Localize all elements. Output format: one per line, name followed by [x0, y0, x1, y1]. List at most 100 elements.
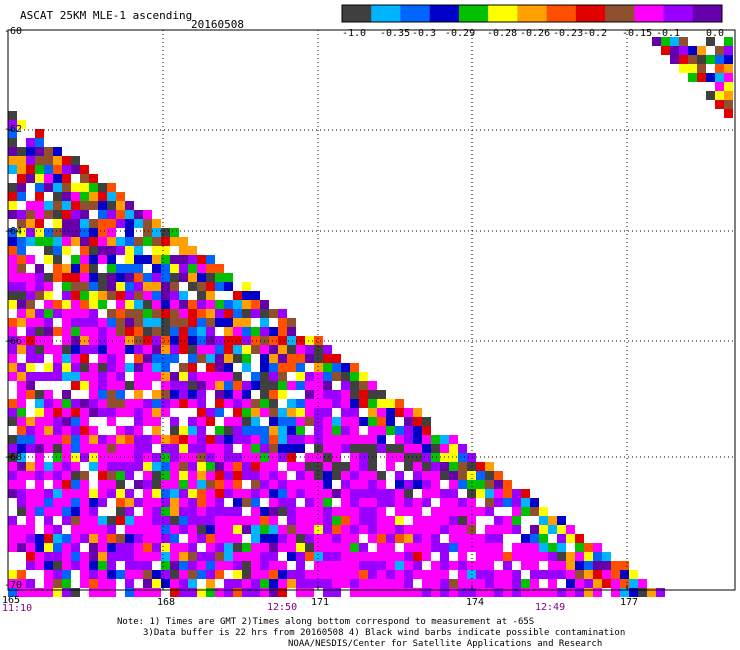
wind-cell	[305, 552, 314, 561]
wind-cell	[305, 462, 314, 471]
wind-cell	[269, 399, 278, 408]
wind-cell	[161, 327, 170, 336]
wind-cell	[26, 336, 35, 345]
wind-cell	[341, 435, 350, 444]
wind-cell	[323, 498, 332, 507]
wind-cell	[278, 309, 287, 318]
wind-cell	[161, 255, 170, 264]
wind-cell	[224, 534, 233, 543]
wind-cell	[404, 507, 413, 516]
wind-cell	[71, 165, 80, 174]
wind-cell	[53, 165, 62, 174]
wind-cell	[539, 516, 548, 525]
wind-cell	[62, 264, 71, 273]
wind-cell	[197, 525, 206, 534]
wind-cell	[431, 435, 440, 444]
wind-cell	[35, 444, 44, 453]
wind-cell	[80, 444, 89, 453]
wind-cell	[296, 507, 305, 516]
wind-cell	[485, 543, 494, 552]
wind-cell	[269, 471, 278, 480]
wind-cell	[341, 498, 350, 507]
wind-cell	[143, 498, 152, 507]
wind-cell	[422, 444, 431, 453]
wind-cell	[688, 55, 697, 64]
wind-cell	[521, 507, 530, 516]
wind-cell	[395, 426, 404, 435]
wind-cell	[215, 273, 224, 282]
wind-cell	[62, 453, 71, 462]
wind-cell	[35, 462, 44, 471]
wind-cell	[521, 489, 530, 498]
wind-cell	[98, 534, 107, 543]
wind-cell	[206, 462, 215, 471]
wind-cell	[125, 435, 134, 444]
wind-cell	[53, 435, 62, 444]
wind-cell	[242, 390, 251, 399]
wind-cell	[161, 507, 170, 516]
wind-cell	[260, 318, 269, 327]
wind-cell	[152, 354, 161, 363]
wind-cell	[206, 318, 215, 327]
wind-cell	[359, 525, 368, 534]
wind-cell	[395, 534, 404, 543]
wind-cell	[449, 525, 458, 534]
wind-cell	[377, 534, 386, 543]
wind-cell	[26, 156, 35, 165]
wind-cell	[494, 516, 503, 525]
wind-cell	[521, 561, 530, 570]
wind-cell	[125, 381, 134, 390]
wind-cell	[62, 471, 71, 480]
wind-cell	[8, 318, 17, 327]
wind-cell	[170, 255, 179, 264]
wind-cell	[620, 588, 629, 597]
wind-cell	[188, 363, 197, 372]
wind-cell	[314, 525, 323, 534]
wind-cell	[17, 120, 26, 129]
wind-cell	[116, 264, 125, 273]
wind-cell	[485, 588, 494, 597]
wind-cell	[530, 570, 539, 579]
wind-cell	[269, 426, 278, 435]
wind-cell	[44, 507, 53, 516]
wind-cell	[62, 426, 71, 435]
wind-cell	[17, 417, 26, 426]
wind-cell	[386, 498, 395, 507]
wind-cell	[8, 345, 17, 354]
wind-cell	[26, 219, 35, 228]
wind-cell	[413, 516, 422, 525]
wind-cell	[17, 444, 26, 453]
wind-cell	[152, 273, 161, 282]
wind-cell	[296, 345, 305, 354]
map-frame	[7, 29, 736, 591]
wind-cell	[107, 309, 116, 318]
wind-cell	[611, 570, 620, 579]
wind-cell	[233, 453, 242, 462]
wind-cell	[206, 336, 215, 345]
wind-cell	[44, 156, 53, 165]
wind-cell	[62, 327, 71, 336]
wind-cell	[359, 480, 368, 489]
wind-cell	[386, 525, 395, 534]
wind-cell	[89, 498, 98, 507]
wind-cell	[413, 570, 422, 579]
wind-cell	[584, 579, 593, 588]
wind-cell	[197, 498, 206, 507]
wind-cell	[368, 489, 377, 498]
wind-cell	[80, 300, 89, 309]
wind-cell	[35, 480, 44, 489]
wind-cell	[260, 390, 269, 399]
wind-cell	[161, 543, 170, 552]
wind-cell	[89, 534, 98, 543]
wind-cell	[422, 579, 431, 588]
wind-cell	[449, 516, 458, 525]
wind-cell	[593, 552, 602, 561]
wind-cell	[278, 372, 287, 381]
wind-cell	[125, 408, 134, 417]
wind-cell	[143, 570, 152, 579]
wind-cell	[206, 498, 215, 507]
wind-cell	[71, 255, 80, 264]
wind-cell	[116, 345, 125, 354]
wind-cell	[440, 552, 449, 561]
wind-cell	[62, 489, 71, 498]
